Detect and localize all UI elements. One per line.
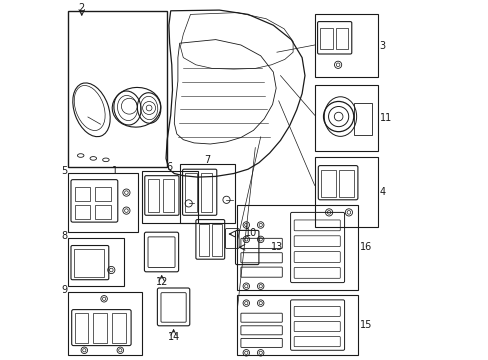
Bar <box>68 292 142 355</box>
Bar <box>68 173 138 232</box>
Bar <box>142 171 197 223</box>
Text: 13: 13 <box>270 242 283 252</box>
Bar <box>314 157 377 227</box>
Text: 2: 2 <box>78 3 84 13</box>
Bar <box>314 85 377 151</box>
Bar <box>200 173 212 212</box>
Bar <box>75 205 89 219</box>
Bar <box>68 11 167 167</box>
Text: 6: 6 <box>166 162 173 172</box>
Bar <box>339 170 353 197</box>
Bar <box>95 205 110 219</box>
Text: 16: 16 <box>359 243 371 252</box>
Bar <box>354 103 371 135</box>
Bar <box>68 238 123 286</box>
Bar <box>93 313 107 343</box>
Bar <box>147 179 159 212</box>
Text: 14: 14 <box>167 332 179 342</box>
Bar <box>314 14 377 77</box>
Bar <box>185 173 197 212</box>
Text: 3: 3 <box>379 41 385 51</box>
Bar <box>75 313 88 343</box>
Bar <box>237 295 357 355</box>
Text: 10: 10 <box>244 228 256 238</box>
Text: 11: 11 <box>379 113 391 123</box>
Bar <box>95 187 110 201</box>
Bar <box>335 28 347 49</box>
Text: 5: 5 <box>61 166 67 176</box>
Bar <box>199 224 208 256</box>
Text: 8: 8 <box>61 231 67 241</box>
Text: 12: 12 <box>155 277 167 287</box>
Text: 1: 1 <box>112 166 118 176</box>
Bar <box>75 187 89 201</box>
Bar <box>179 164 235 223</box>
Text: 15: 15 <box>359 320 371 330</box>
Bar <box>163 179 174 212</box>
Bar <box>320 28 332 49</box>
Bar <box>112 313 125 343</box>
Bar <box>237 205 357 290</box>
Bar <box>321 170 335 197</box>
Text: 4: 4 <box>379 187 385 197</box>
Text: 7: 7 <box>204 155 210 165</box>
Text: 9: 9 <box>61 285 67 295</box>
Bar <box>74 249 104 277</box>
Bar <box>212 224 222 256</box>
